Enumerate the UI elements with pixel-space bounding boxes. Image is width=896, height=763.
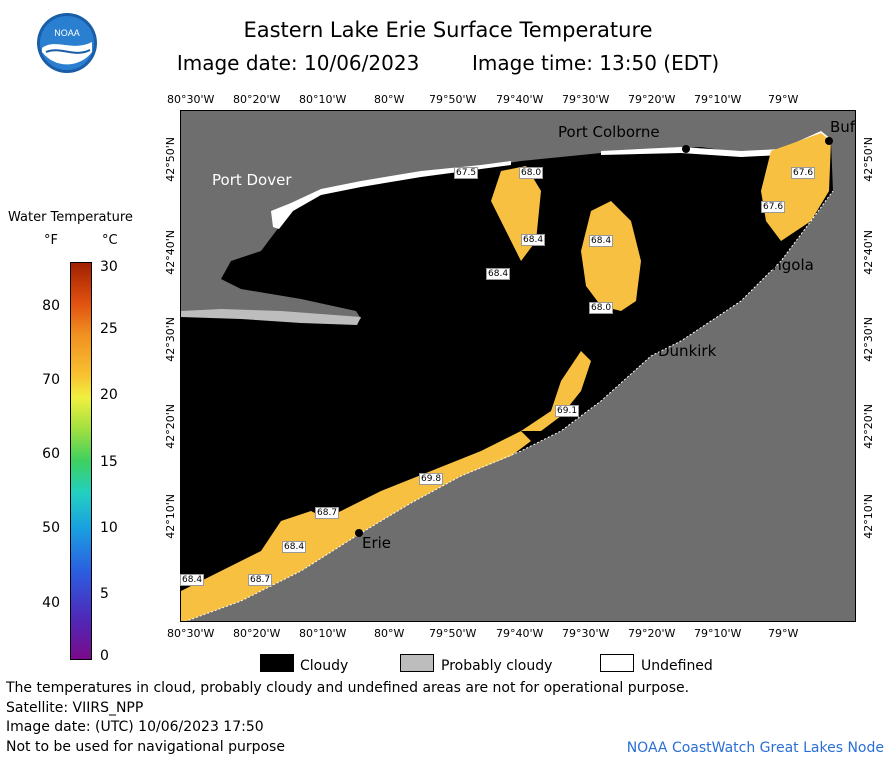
lon-label-top: 79°50'W [429,93,477,106]
undefined-swatch [600,654,634,672]
tick-c: 20 [100,387,118,403]
lon-label-top: 79°30'W [562,93,610,106]
tick-c: 0 [100,648,109,664]
temp-label: 69.1 [555,405,580,417]
lon-label-bottom: 80°W [374,627,405,640]
angola-marker [755,251,763,259]
lat-label-right: 42°20'N [862,404,875,449]
temp-label: 68.4 [282,541,307,553]
temp-label: 67.6 [791,167,816,179]
erie-marker [355,529,363,537]
buffalo-marker [825,137,833,145]
city-dunkirk: Dunkirk [658,342,717,360]
tick-f: 50 [42,520,60,536]
temp-label: 67.5 [454,167,479,179]
tick-f: 80 [42,298,60,314]
tick-c: 5 [100,586,109,602]
unit-fahrenheit: °F [44,233,58,248]
image-datetime: Image date: 10/06/2023 Image time: 13:50… [0,51,896,75]
temp-label: 68.0 [519,167,544,179]
temp-label: 68.7 [315,507,340,519]
image-time: Image time: 13:50 (EDT) [472,51,720,75]
temp-label: 68.4 [589,235,614,247]
tick-c: 10 [100,520,118,536]
temp-label: 68.4 [521,234,546,246]
lon-label-bottom: 79°20'W [628,627,676,640]
temp-label: 68.4 [486,268,511,280]
lon-label-top: 79°20'W [628,93,676,106]
undefined-area [271,161,511,229]
lon-label-top: 79°40'W [496,93,544,106]
lat-label-right: 42°40'N [862,230,875,275]
tick-c: 30 [100,259,118,275]
probably-cloudy-swatch [400,654,434,672]
footer-satellite: Satellite: VIIRS_NPP [6,700,144,716]
undefined-label: Undefined [641,658,713,674]
lon-label-bottom: 79°50'W [429,627,477,640]
lat-label-left: 42°20'N [164,404,177,449]
tick-f: 70 [42,372,60,388]
lon-label-bottom: 79°40'W [496,627,544,640]
footer-utc: Image date: (UTC) 10/06/2023 17:50 [6,719,264,735]
lon-label-bottom: 80°30'W [167,627,215,640]
dunkirk-marker [649,339,657,347]
tick-f: 40 [42,595,60,611]
footer-nav: Not to be used for navigational purpose [6,739,285,755]
city-erie: Erie [362,534,392,552]
lon-label-bottom: 79°10'W [694,627,742,640]
map-title: Eastern Lake Erie Surface Temperature [243,18,653,42]
tick-c: 25 [100,321,118,337]
lon-label-bottom: 79°W [768,627,799,640]
lat-label-right: 42°30'N [862,317,875,362]
tick-c: 15 [100,454,118,470]
lon-label-bottom: 80°20'W [233,627,281,640]
lon-label-bottom: 79°30'W [562,627,610,640]
lon-label-top: 80°10'W [299,93,347,106]
cloud-area [181,133,833,621]
city-port-colborne: Port Colborne [558,123,660,141]
city-angola: Angola [762,256,814,274]
lat-label-right: 42°10'N [862,494,875,539]
temp-label: 68.4 [180,574,205,586]
temp-label: 68.0 [589,302,614,314]
footer-note: The temperatures in cloud, probably clou… [6,680,690,696]
lat-label-left: 42°30'N [164,317,177,362]
lat-label-left: 42°40'N [164,230,177,275]
image-date: Image date: 10/06/2023 [176,51,420,75]
port-colborne-marker [682,145,690,153]
tick-f: 60 [42,446,60,462]
legend-title: Water Temperature [8,210,133,225]
lon-label-top: 79°10'W [694,93,742,106]
noaa-logo: NOAA [36,12,98,74]
lat-label-right: 42°50'N [862,137,875,182]
lake-map [180,110,856,622]
temperature-colorbar [70,262,92,660]
cloudy-label: Cloudy [300,658,349,674]
footer-node: NOAA CoastWatch Great Lakes Node [626,740,884,756]
temp-label: 68.7 [248,574,273,586]
lat-label-left: 42°50'N [164,137,177,182]
lon-label-top: 79°W [768,93,799,106]
probably-cloudy-label: Probably cloudy [441,658,553,674]
unit-celsius: °C [102,233,118,248]
city-port-dover: Port Dover [212,171,292,189]
temp-label: 67.6 [761,201,786,213]
cloudy-swatch [260,654,294,672]
lon-label-top: 80°20'W [233,93,281,106]
lon-label-top: 80°W [374,93,405,106]
temp-label: 69.8 [419,473,444,485]
lat-label-left: 42°10'N [164,494,177,539]
lon-label-bottom: 80°10'W [299,627,347,640]
probably-cloudy-area [181,309,361,325]
lon-label-top: 80°30'W [167,93,215,106]
logo-text: NOAA [54,28,80,38]
city-buffalo: Buf [830,118,856,136]
